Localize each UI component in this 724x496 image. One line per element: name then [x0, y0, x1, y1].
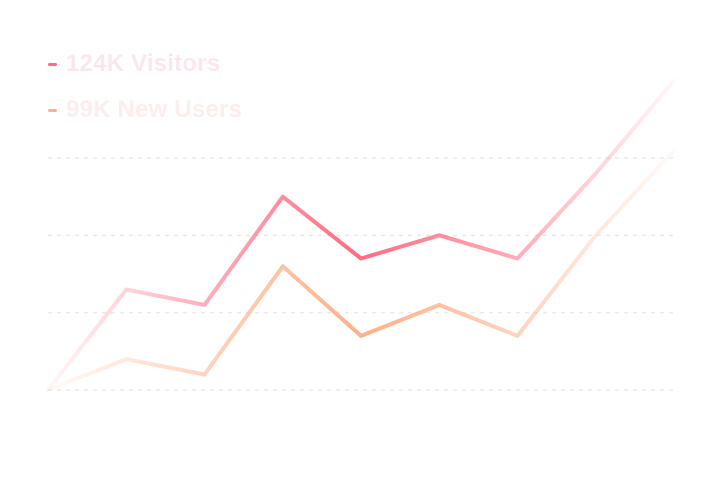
series-line-new-users: [46, 148, 676, 392]
legend-swatch-visitors: [48, 62, 57, 66]
legend: 124K Visitors 99K New Users: [48, 48, 242, 140]
series-line-visitors: [46, 78, 676, 392]
legend-item-new-users: 99K New Users: [48, 94, 242, 126]
legend-label-new-users: 99K New Users: [66, 96, 243, 123]
legend-label-visitors: 124K Visitors: [66, 50, 221, 77]
series-lines: [46, 78, 676, 392]
legend-swatch-new-users: [48, 108, 57, 112]
legend-item-visitors: 124K Visitors: [48, 48, 242, 80]
